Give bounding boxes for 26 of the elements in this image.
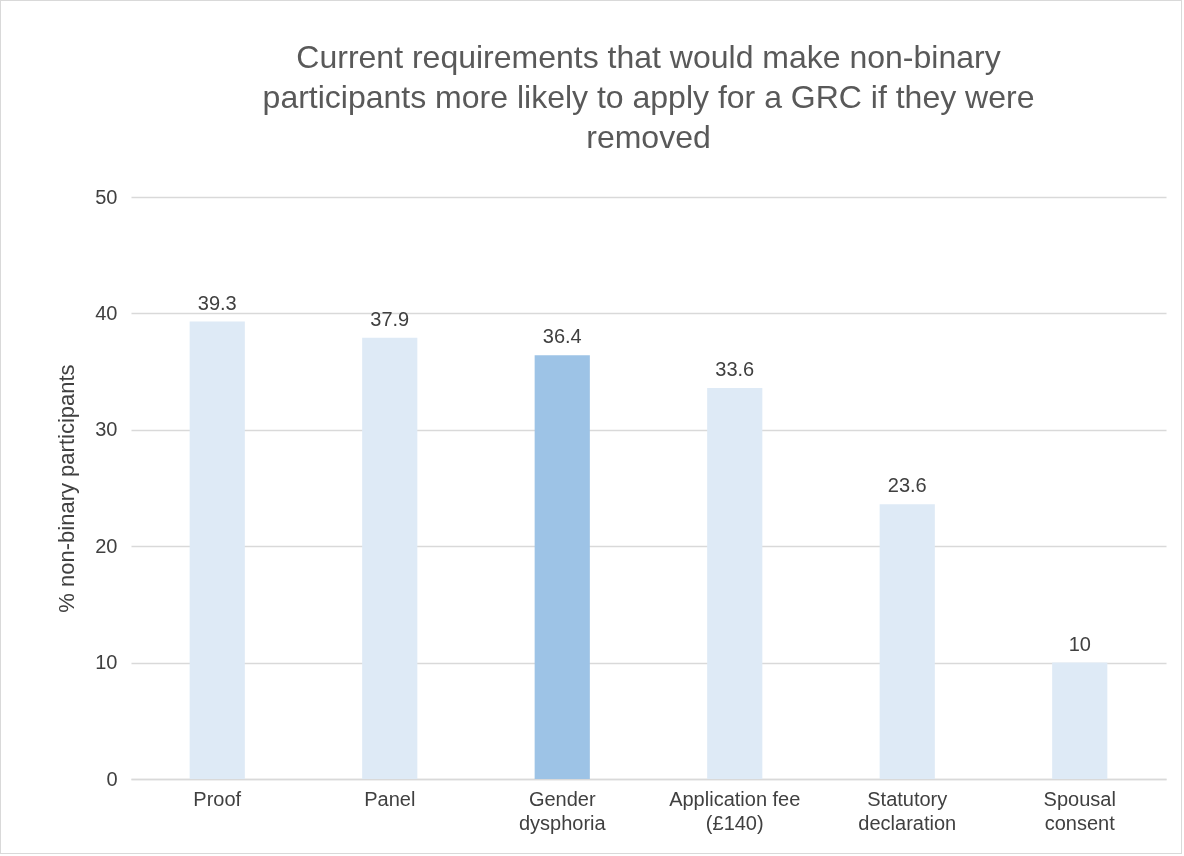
y-tick-label: 40 bbox=[95, 301, 118, 324]
x-tick-label: Gender dysphoria bbox=[518, 787, 607, 834]
bar bbox=[534, 355, 590, 779]
bar bbox=[707, 387, 763, 779]
x-tick-label: Proof bbox=[193, 787, 242, 810]
data-label: 39.3 bbox=[197, 291, 237, 314]
data-label: 37.9 bbox=[370, 307, 410, 330]
x-tick-label: Application fee (£140) bbox=[669, 787, 801, 834]
y-tick-label: 50 bbox=[95, 185, 118, 208]
data-label: 23.6 bbox=[887, 474, 927, 497]
y-tick-label: 20 bbox=[95, 534, 118, 557]
x-tick-label: Panel bbox=[364, 787, 416, 810]
y-tick-label: 30 bbox=[95, 418, 118, 441]
data-label: 33.6 bbox=[715, 357, 755, 380]
chart-title: Current requirements that would make non-binary participants more likely to apply for a GRC if they were removed bbox=[262, 39, 1035, 155]
y-tick-label: 0 bbox=[106, 767, 118, 790]
data-label: 10 bbox=[1068, 632, 1091, 655]
x-tick-label: Statutory declaration bbox=[858, 787, 957, 834]
y-tick-label: 10 bbox=[95, 651, 118, 674]
y-axis-title: % non-binary participants bbox=[54, 364, 80, 613]
bar bbox=[879, 504, 935, 779]
bar bbox=[362, 337, 418, 779]
x-tick-label: Spousal consent bbox=[1043, 787, 1116, 834]
bar bbox=[1052, 662, 1108, 779]
bar bbox=[189, 321, 245, 779]
data-label: 36.4 bbox=[542, 325, 582, 348]
